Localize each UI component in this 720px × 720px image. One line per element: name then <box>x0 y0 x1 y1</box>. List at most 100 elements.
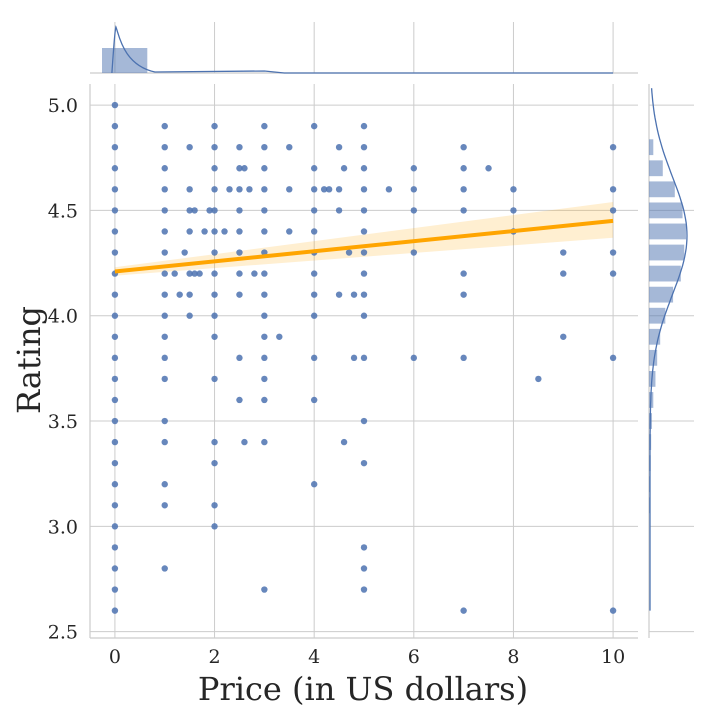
data-point <box>161 186 168 193</box>
data-point <box>211 375 218 383</box>
data-point <box>340 438 348 446</box>
data-point <box>236 270 243 277</box>
data-point <box>609 143 617 151</box>
data-point <box>211 228 218 235</box>
data-point <box>211 186 218 193</box>
data-point <box>261 207 268 214</box>
data-point <box>360 312 368 319</box>
data-point <box>161 502 168 509</box>
data-point <box>186 312 193 319</box>
data-point <box>310 270 318 277</box>
data-point <box>310 396 318 404</box>
data-point <box>310 354 318 362</box>
data-point <box>360 354 368 362</box>
data-point <box>460 165 467 172</box>
y-tick-label: 4.5 <box>48 200 78 222</box>
data-point <box>261 122 268 130</box>
marginal-y-bar <box>649 160 663 177</box>
data-point <box>385 186 393 193</box>
data-point <box>161 207 168 214</box>
data-point <box>335 143 343 151</box>
data-point <box>310 122 318 130</box>
data-point <box>111 459 119 467</box>
marginal-x-panel <box>90 22 638 74</box>
data-point <box>310 207 318 214</box>
data-point <box>161 375 168 383</box>
data-point <box>111 186 119 193</box>
data-point <box>485 165 492 172</box>
data-point <box>191 270 198 277</box>
data-point <box>186 291 193 298</box>
data-point <box>261 396 268 404</box>
x-axis-title: Price (in US dollars) <box>198 670 528 708</box>
data-point <box>251 270 258 277</box>
data-point <box>410 354 418 362</box>
data-point <box>460 143 467 151</box>
y-tick-label: 4.0 <box>48 306 78 328</box>
axes: Price (in US dollars) Rating 0 2 4 6 8 10 2.5 3… <box>10 84 638 708</box>
marginal-y-bar <box>649 265 681 282</box>
data-point <box>111 523 119 530</box>
data-point <box>261 270 268 277</box>
data-point <box>609 270 617 277</box>
marginal-y-bar <box>649 244 685 261</box>
data-point <box>460 186 467 193</box>
data-point <box>460 607 467 614</box>
data-point <box>460 354 467 362</box>
data-point <box>111 101 119 109</box>
data-point <box>261 375 268 383</box>
data-point <box>286 186 293 193</box>
data-point <box>111 122 119 130</box>
data-point <box>161 333 168 340</box>
data-point <box>310 481 318 488</box>
data-point <box>360 249 368 256</box>
data-point <box>111 333 119 340</box>
data-point <box>111 481 119 488</box>
data-point <box>320 186 328 193</box>
data-point <box>310 186 318 193</box>
data-point <box>286 228 293 235</box>
data-point <box>535 375 542 383</box>
data-point <box>111 375 119 383</box>
data-point <box>111 165 119 172</box>
marginal-y-bar <box>649 328 661 345</box>
data-point <box>261 312 268 319</box>
data-point <box>236 228 243 235</box>
regression-line-group <box>114 218 614 274</box>
data-point <box>335 291 343 298</box>
data-point <box>161 291 168 298</box>
data-point <box>161 249 168 256</box>
data-point <box>211 523 218 530</box>
y-axis-title: Rating <box>10 306 48 414</box>
data-point <box>350 354 358 362</box>
data-point <box>226 186 233 193</box>
data-point <box>161 165 168 172</box>
data-point <box>360 143 368 151</box>
data-point <box>211 207 218 214</box>
data-point <box>161 270 168 277</box>
data-point <box>335 186 343 193</box>
data-point <box>510 186 517 193</box>
marginal-y-bar <box>649 286 674 303</box>
data-point <box>276 333 283 340</box>
marginal-y-panel <box>648 84 694 638</box>
marginal-x-bar <box>102 48 148 73</box>
data-point <box>360 207 368 214</box>
data-point <box>161 122 168 130</box>
data-point <box>211 502 218 509</box>
data-point <box>609 207 617 214</box>
data-point <box>360 186 368 193</box>
x-tick-label: 6 <box>408 646 420 668</box>
data-point <box>609 249 617 256</box>
marginal-y-bar <box>649 181 675 198</box>
data-point <box>111 417 119 425</box>
data-point <box>510 207 517 214</box>
data-point <box>161 354 168 362</box>
data-point <box>460 207 467 214</box>
data-point <box>360 228 368 235</box>
data-point <box>211 438 218 446</box>
data-point <box>211 333 218 340</box>
data-point <box>609 186 617 193</box>
data-point <box>196 270 203 277</box>
marginal-x-kde <box>111 25 614 74</box>
